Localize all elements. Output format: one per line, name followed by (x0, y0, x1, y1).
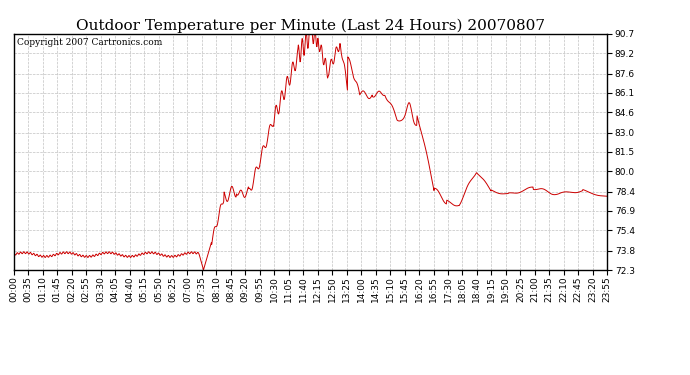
Text: Copyright 2007 Cartronics.com: Copyright 2007 Cartronics.com (17, 39, 162, 48)
Title: Outdoor Temperature per Minute (Last 24 Hours) 20070807: Outdoor Temperature per Minute (Last 24 … (76, 18, 545, 33)
